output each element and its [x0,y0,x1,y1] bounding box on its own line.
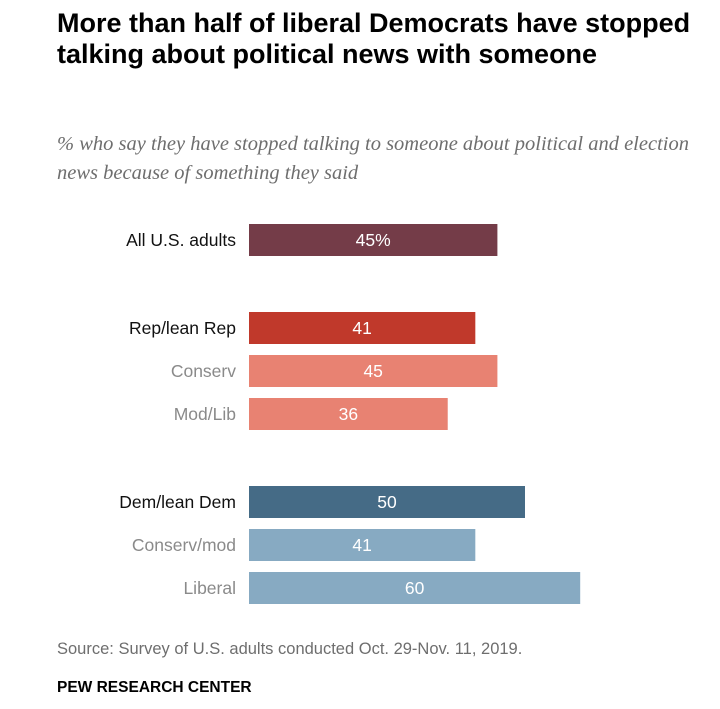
category-label: Rep/lean Rep [129,318,236,338]
category-label: Conserv [171,361,236,381]
value-label: 41 [352,535,371,555]
bar [249,355,498,387]
bar [249,224,498,256]
category-label: Liberal [183,578,236,598]
value-label: 45 [363,361,382,381]
source-note: Source: Survey of U.S. adults conducted … [57,640,523,658]
bar [249,398,448,430]
bar [249,312,476,344]
chart-title: More than half of liberal Democrats have… [57,8,691,69]
bar-chart: All U.S. adults 45% Rep/lean Rep 41 Conserv 4… [119,224,581,604]
category-label: All U.S. adults [126,230,236,250]
value-label: 36 [339,404,358,424]
value-label: 45% [356,230,391,250]
category-label: Mod/Lib [174,404,236,424]
bar [249,572,581,604]
pew-logo-text: PEW RESEARCH CENTER [57,679,252,696]
bar [249,529,476,561]
chart-subtitle: % who say they have stopped talking to s… [57,133,689,184]
bar [249,486,525,518]
value-label: 50 [377,492,397,512]
value-label: 60 [405,578,425,598]
value-label: 41 [352,318,371,338]
category-label: Conserv/mod [132,535,236,555]
category-label: Dem/lean Dem [119,492,236,512]
